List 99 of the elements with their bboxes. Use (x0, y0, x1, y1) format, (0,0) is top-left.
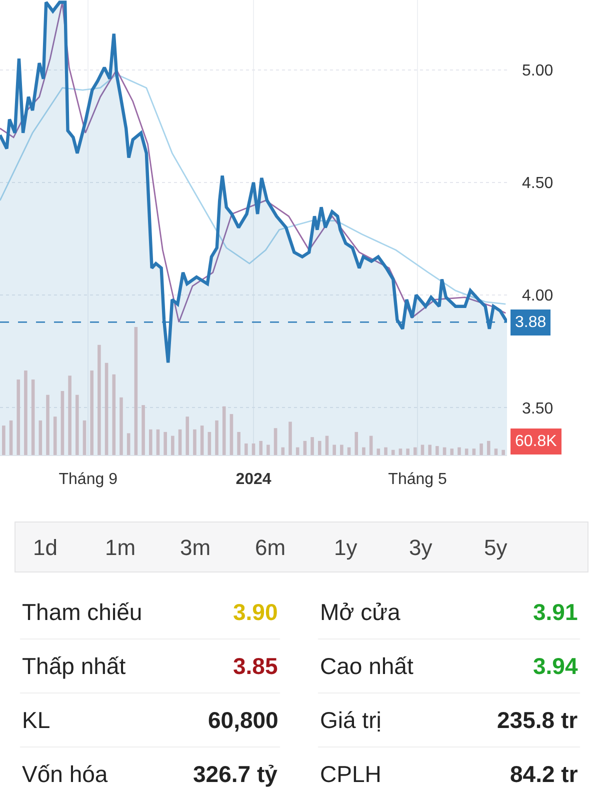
bar (46, 394, 50, 455)
text: 3.85 (233, 653, 278, 679)
bar (325, 436, 329, 455)
line-series (0, 74, 506, 305)
text: Vốn hóa (22, 761, 108, 787)
bar (200, 426, 204, 455)
bar (266, 444, 270, 455)
bar (428, 444, 432, 455)
bar (142, 405, 145, 455)
bar (31, 379, 35, 455)
bar (215, 420, 218, 455)
text: 84.2 tr (510, 761, 578, 787)
bar (244, 443, 248, 455)
text: 3y (409, 535, 432, 560)
bar (391, 450, 395, 455)
bar (406, 448, 410, 455)
text: CPLH (320, 761, 382, 787)
bar (340, 444, 344, 455)
bar (458, 447, 461, 455)
bar (369, 436, 373, 455)
bar (134, 327, 138, 455)
y-tick-label: 4.50 (522, 175, 554, 192)
text: 60,800 (208, 707, 278, 733)
bar (53, 416, 57, 455)
y-tick-label: 3.50 (522, 400, 554, 418)
text: Mở cửa (320, 599, 401, 625)
text: 3.91 (533, 599, 578, 625)
bar (288, 422, 292, 455)
bar (120, 397, 123, 455)
bar (9, 420, 13, 455)
bar (310, 437, 314, 455)
bar (259, 440, 262, 455)
bar (126, 433, 130, 455)
bar (156, 429, 160, 455)
text: Giá trị (320, 707, 382, 733)
bar (164, 432, 167, 455)
bar (450, 448, 454, 455)
text: 5y (484, 535, 508, 560)
text: 3.90 (233, 599, 278, 625)
bar (318, 440, 322, 455)
text: Tham chiếu (22, 599, 142, 625)
bar (237, 432, 240, 455)
ref-line-label: 3.88 (515, 314, 546, 331)
text: 1m (105, 535, 136, 560)
bar (98, 344, 101, 455)
bar (16, 379, 20, 455)
bar (274, 428, 278, 455)
bar (68, 376, 72, 455)
text: 60.8K (515, 433, 558, 450)
bar (82, 420, 86, 455)
text: 326.7 tỷ (193, 761, 278, 787)
bar (193, 429, 196, 455)
bar (303, 440, 307, 455)
bar (2, 426, 6, 455)
bar (24, 370, 28, 455)
bar (90, 370, 94, 455)
x-tick-label: 2024 (236, 471, 272, 488)
bar (398, 448, 402, 455)
text: 1y (334, 535, 358, 560)
bar (414, 447, 417, 455)
bar (252, 443, 256, 455)
text: 3.94 (533, 653, 578, 679)
text: KL (22, 707, 50, 733)
x-tick-label: Tháng 9 (58, 471, 118, 488)
bar (178, 429, 182, 455)
bar (494, 448, 498, 455)
x-tick-label: Tháng 5 (388, 471, 447, 488)
bar (230, 414, 234, 455)
bar (332, 444, 336, 455)
bar (222, 406, 226, 455)
bar (436, 446, 439, 455)
line-series (0, 2, 506, 323)
bar (104, 362, 108, 455)
bar (354, 432, 358, 455)
text: 6m (255, 535, 286, 560)
text: 3m (180, 535, 211, 560)
bar (486, 440, 490, 455)
bar (376, 448, 380, 455)
y-tick-label: 4.00 (522, 288, 554, 305)
text: 1d (33, 535, 58, 560)
bar (464, 448, 468, 455)
bar (60, 391, 64, 455)
text: Cao nhất (320, 653, 414, 679)
bar (472, 448, 476, 455)
bar (281, 447, 285, 455)
bar (76, 394, 79, 455)
bar (480, 443, 483, 455)
bar (38, 420, 42, 455)
text: 235.8 tr (497, 707, 578, 733)
bar (208, 432, 212, 455)
y-tick-label: 5.00 (522, 62, 554, 80)
bar (148, 429, 152, 455)
bar (384, 447, 388, 455)
bar (186, 416, 190, 455)
bar (112, 374, 116, 455)
bar (502, 450, 505, 455)
bar (362, 447, 366, 455)
bar (171, 436, 174, 455)
text: Thấp nhất (22, 653, 126, 679)
